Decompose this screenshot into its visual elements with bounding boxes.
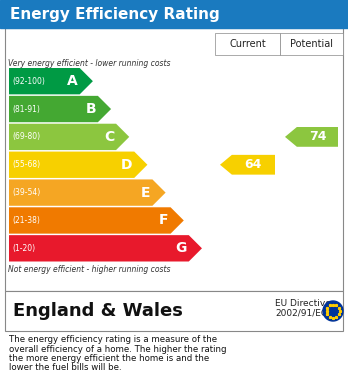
Bar: [280, 33, 343, 55]
Text: (81-91): (81-91): [12, 104, 40, 113]
Text: (55-68): (55-68): [12, 160, 40, 169]
Text: (69-80): (69-80): [12, 133, 40, 142]
Polygon shape: [9, 68, 93, 94]
Polygon shape: [9, 152, 148, 178]
Text: (92-100): (92-100): [12, 77, 45, 86]
Text: C: C: [104, 130, 114, 144]
Polygon shape: [9, 124, 129, 150]
Text: 74: 74: [309, 130, 326, 143]
Polygon shape: [9, 179, 166, 206]
Text: Potential: Potential: [290, 39, 333, 49]
Bar: [5, 28, 343, 291]
Polygon shape: [220, 155, 275, 175]
Text: (21-38): (21-38): [12, 216, 40, 225]
Text: E: E: [141, 186, 150, 200]
Text: lower the fuel bills will be.: lower the fuel bills will be.: [9, 364, 121, 373]
Text: A: A: [67, 74, 78, 88]
Text: 64: 64: [245, 158, 262, 171]
Text: (1-20): (1-20): [12, 244, 35, 253]
Text: F: F: [159, 213, 168, 228]
Text: Not energy efficient - higher running costs: Not energy efficient - higher running co…: [8, 265, 171, 274]
Text: G: G: [175, 241, 187, 255]
Text: England & Wales: England & Wales: [13, 302, 183, 320]
Circle shape: [323, 301, 343, 321]
Text: (39-54): (39-54): [12, 188, 40, 197]
Bar: [0, 0, 348, 28]
Text: The energy efficiency rating is a measure of the: The energy efficiency rating is a measur…: [9, 335, 217, 344]
Bar: [215, 33, 280, 55]
Text: 2002/91/EC: 2002/91/EC: [275, 308, 327, 317]
Text: B: B: [85, 102, 96, 116]
Text: overall efficiency of a home. The higher the rating: overall efficiency of a home. The higher…: [9, 344, 227, 353]
Text: D: D: [121, 158, 132, 172]
Polygon shape: [285, 127, 338, 147]
Polygon shape: [9, 96, 111, 122]
Text: the more energy efficient the home is and the: the more energy efficient the home is an…: [9, 354, 209, 363]
Text: Energy Efficiency Rating: Energy Efficiency Rating: [10, 7, 220, 22]
Polygon shape: [9, 235, 202, 262]
Text: Very energy efficient - lower running costs: Very energy efficient - lower running co…: [8, 59, 171, 68]
Text: EU Directive: EU Directive: [275, 299, 331, 308]
Bar: [5, 291, 343, 331]
Text: Current: Current: [229, 39, 266, 49]
Polygon shape: [9, 207, 184, 234]
